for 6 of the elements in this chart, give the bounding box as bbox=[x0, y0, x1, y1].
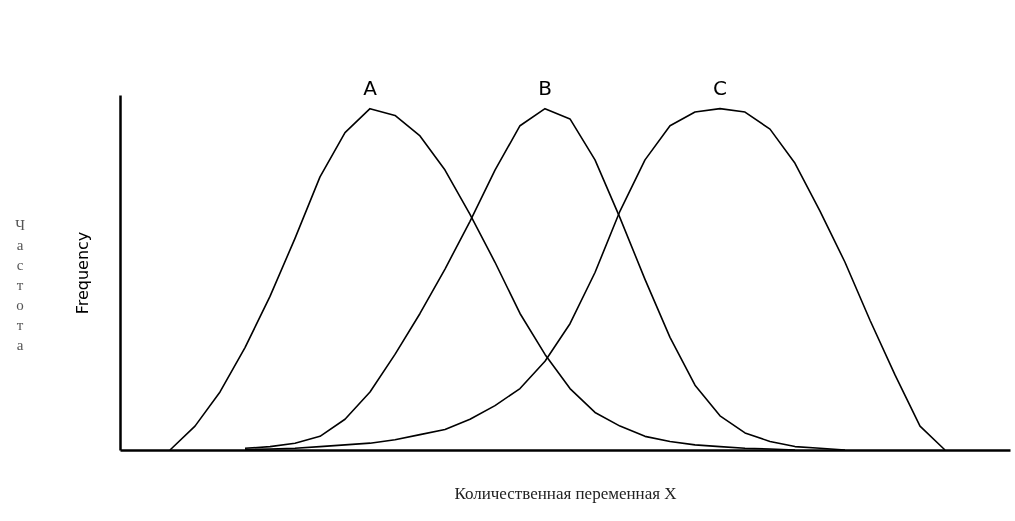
series-label: B bbox=[538, 75, 552, 100]
x-axis-title: Количественная переменная X bbox=[454, 483, 677, 503]
text: Частота bbox=[15, 217, 26, 353]
series-label: A bbox=[363, 75, 378, 100]
y-axis-title: Frequency bbox=[72, 231, 92, 315]
series-label: C bbox=[713, 75, 727, 100]
